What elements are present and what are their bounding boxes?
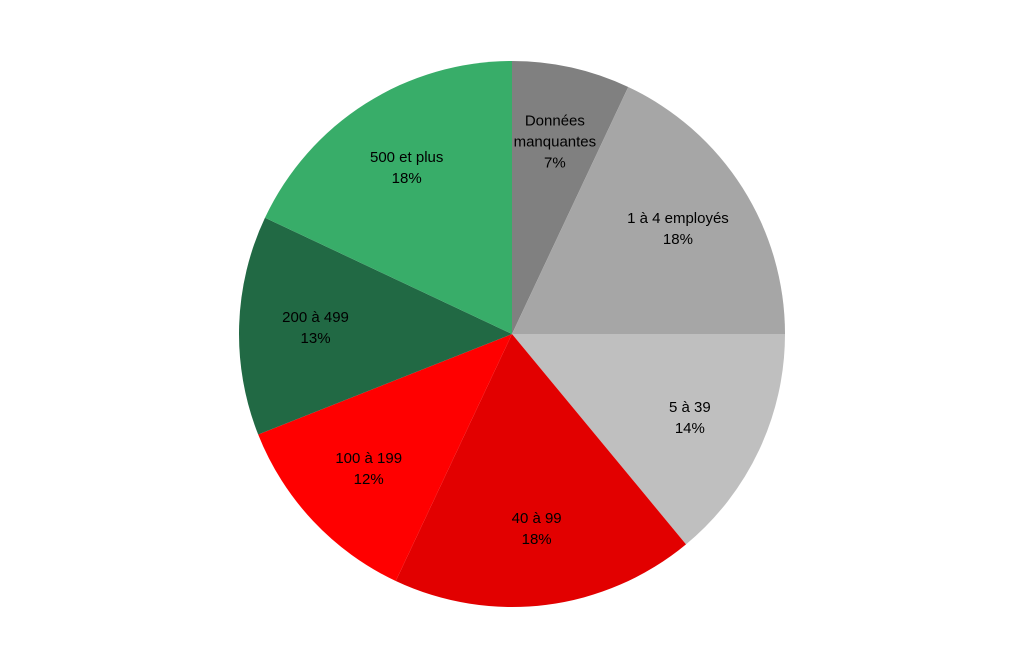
value-label: 18%	[391, 170, 422, 188]
data-label: 40 à 99 18%	[512, 508, 562, 550]
value-label: 13%	[300, 329, 331, 347]
category-label: Données manquantes	[513, 112, 597, 151]
data-label: 100 à 199 12%	[335, 448, 402, 490]
value-label: 18%	[521, 531, 552, 548]
pie-slice	[512, 334, 786, 545]
category-label: 40 à 99	[511, 510, 562, 527]
pie-slice	[512, 61, 629, 334]
value-label: 12%	[353, 470, 384, 488]
data-label: 5 à 39 14%	[669, 397, 711, 439]
pie-slice	[512, 86, 785, 335]
category-label: 200 à 499	[282, 308, 349, 326]
data-label: Données manquantes 7%	[495, 111, 615, 174]
value-label: 18%	[662, 230, 693, 248]
data-label: 500 et plus 18%	[370, 147, 443, 189]
category-label: 100 à 199	[335, 449, 403, 467]
value-label: 7%	[544, 154, 566, 172]
pie-slice	[258, 334, 512, 582]
data-label: 200 à 499 13%	[282, 307, 349, 349]
pie-slice	[264, 61, 512, 334]
pie-slice	[395, 334, 687, 607]
value-label: 14%	[674, 419, 705, 437]
data-label: 1 à 4 employés 18%	[627, 208, 729, 250]
category-label: 5 à 39	[668, 398, 711, 416]
category-label: 500 et plus	[369, 149, 444, 167]
category-label: 1 à 4 employés	[627, 209, 729, 227]
pie-slice	[238, 217, 512, 435]
